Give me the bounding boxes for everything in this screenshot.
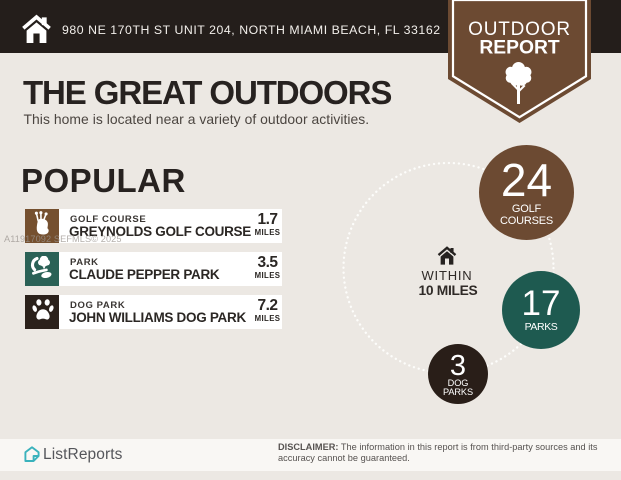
svg-text:REPORT: REPORT	[479, 38, 560, 59]
svg-text:OUTDOOR: OUTDOOR	[468, 19, 571, 40]
